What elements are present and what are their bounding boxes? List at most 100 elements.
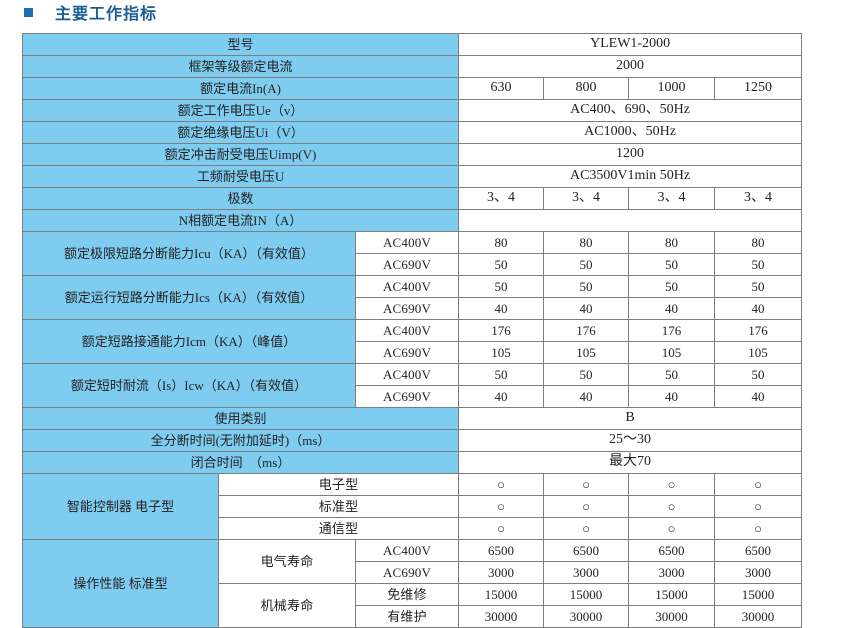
- row-value: YLEW1-2000: [458, 33, 803, 56]
- sub-label: AC690V: [354, 297, 460, 320]
- cell-value: 50: [714, 275, 803, 298]
- cell-value: 80: [628, 231, 716, 254]
- cell-value: 50: [714, 363, 803, 386]
- row-label: N相额定电流IN（A）: [21, 209, 460, 232]
- table-row: 智能控制器 电子型 电子型 ○ ○ ○ ○: [22, 473, 803, 540]
- row-label: 使用类别: [21, 407, 460, 430]
- cell-value: 15000: [458, 583, 545, 606]
- cell-value: 50: [628, 275, 716, 298]
- table-row: 通信型 ○ ○ ○ ○: [23, 517, 803, 540]
- cell-value: 50: [543, 363, 630, 386]
- row-label: 闭合时间 （ms）: [21, 451, 460, 474]
- row-label: 框架等级额定电流: [21, 55, 460, 78]
- sub-label: AC690V: [354, 385, 460, 408]
- sub-label: AC400V: [354, 539, 460, 562]
- cell-value: 3、4: [543, 187, 630, 210]
- sub-label: AC690V: [354, 341, 460, 364]
- table-row: AC690V 105 105 105 105: [23, 341, 803, 364]
- cell-value: 80: [458, 231, 545, 254]
- cell-value: 50: [543, 253, 630, 276]
- table-row: AC690V 50 50 50 50: [23, 253, 803, 276]
- cell-value: 30000: [543, 605, 630, 628]
- cell-value: 3000: [458, 561, 545, 584]
- sub-label: AC690V: [354, 253, 460, 276]
- table-row: 额定运行短路分断能力Ics（KA）（有效值） AC400V 50 50 50 5…: [22, 275, 803, 320]
- cell-value: ○: [543, 473, 630, 496]
- subgroup-label: 机械寿命: [218, 583, 356, 628]
- table-row: 闭合时间 （ms） 最大70: [21, 451, 803, 474]
- cell-value: ○: [714, 517, 803, 540]
- cell-value: 80: [714, 231, 803, 254]
- cell-value: 105: [714, 341, 803, 364]
- cell-value: 30000: [628, 605, 716, 628]
- group-label: 额定运行短路分断能力Ics（KA）（有效值）: [22, 275, 356, 320]
- sub-label: AC400V: [354, 319, 460, 342]
- cell-value: ○: [543, 495, 630, 518]
- row-value: AC3500V1min 50Hz: [458, 165, 803, 188]
- table-row: N相额定电流IN（A）: [21, 209, 803, 232]
- cell-value: ○: [628, 473, 716, 496]
- table-row: 额定工作电压Ue（v） AC400、690、50Hz: [21, 99, 803, 122]
- table-row: 极数 3、4 3、4 3、4 3、4: [21, 187, 803, 210]
- table-row: 额定电流In(A) 630 800 1000 1250: [21, 77, 803, 100]
- cell-value: 50: [714, 253, 803, 276]
- cell-value: 3、4: [628, 187, 716, 210]
- group-label: 额定短路接通能力Icm（KA）（峰值）: [22, 319, 356, 364]
- cell-value: 15000: [543, 583, 630, 606]
- cell-value: 6500: [714, 539, 803, 562]
- square-bullet-icon: [24, 7, 33, 17]
- cell-value: 176: [714, 319, 803, 342]
- table-row: 额定短时耐流（Is）Icw（KA）（有效值） AC400V 50 50 50 5…: [22, 363, 803, 408]
- cell-value: 1250: [714, 77, 803, 100]
- specification-table: 型号 YLEW1-2000 框架等级额定电流 2000 额定电流In(A) 63…: [21, 33, 803, 628]
- cell-value: ○: [458, 473, 545, 496]
- row-label: 极数: [21, 187, 460, 210]
- cell-value: 40: [458, 385, 545, 408]
- cell-value: ○: [628, 495, 716, 518]
- group-label: 智能控制器 电子型: [22, 473, 219, 540]
- cell-value: 1000: [628, 77, 716, 100]
- row-label: 额定冲击耐受电压Uimp(V): [21, 143, 460, 166]
- sub-label: AC400V: [354, 275, 460, 298]
- row-label: 型号: [21, 33, 460, 56]
- cell-value: ○: [628, 517, 716, 540]
- cell-value: 50: [628, 253, 716, 276]
- table-row: 工频耐受电压U AC3500V1min 50Hz: [21, 165, 803, 188]
- cell-value: 176: [543, 319, 630, 342]
- cell-value: 50: [543, 275, 630, 298]
- page-title: 主要工作指标: [55, 6, 158, 23]
- table-row: AC690V 40 40 40 40: [23, 385, 803, 408]
- row-value: AC1000、50Hz: [458, 121, 803, 144]
- cell-value: ○: [458, 517, 545, 540]
- cell-value: 105: [628, 341, 716, 364]
- table-row: 操作性能 标准型 电气寿命 AC400V 6500 6500 6500 6500: [22, 539, 803, 628]
- cell-value: 105: [543, 341, 630, 364]
- table-row: 全分断时间(无附加延时)（ms） 25～30: [21, 429, 803, 452]
- cell-value: 50: [458, 363, 545, 386]
- sub-label: 有维护: [354, 605, 460, 628]
- row-value: 最大70: [458, 451, 803, 474]
- sub-label: 标准型: [217, 495, 460, 518]
- cell-value: 800: [543, 77, 630, 100]
- cell-value: 40: [543, 297, 630, 320]
- cell-value: 40: [628, 297, 716, 320]
- cell-value: ○: [543, 517, 630, 540]
- row-label: 全分断时间(无附加延时)（ms）: [21, 429, 460, 452]
- cell-value: 50: [458, 275, 545, 298]
- sub-label: 电子型: [217, 473, 460, 496]
- row-value: 25～30: [458, 429, 803, 452]
- cell-value: 3000: [714, 561, 803, 584]
- cell-value: 3、4: [714, 187, 803, 210]
- cell-value: 40: [543, 385, 630, 408]
- cell-value: 40: [628, 385, 716, 408]
- group-label: 额定极限短路分断能力Icu（KA）（有效值）: [22, 231, 356, 276]
- table-row: 使用类别 B: [21, 407, 803, 430]
- cell-value: 176: [458, 319, 545, 342]
- table-row: 框架等级额定电流 2000: [21, 55, 803, 78]
- sub-label: 免维修: [354, 583, 460, 606]
- cell-value: 6500: [628, 539, 716, 562]
- sub-label: AC690V: [354, 561, 460, 584]
- cell-value: 30000: [458, 605, 545, 628]
- subgroup-label: 电气寿命: [218, 539, 356, 584]
- table-row: 额定冲击耐受电压Uimp(V) 1200: [21, 143, 803, 166]
